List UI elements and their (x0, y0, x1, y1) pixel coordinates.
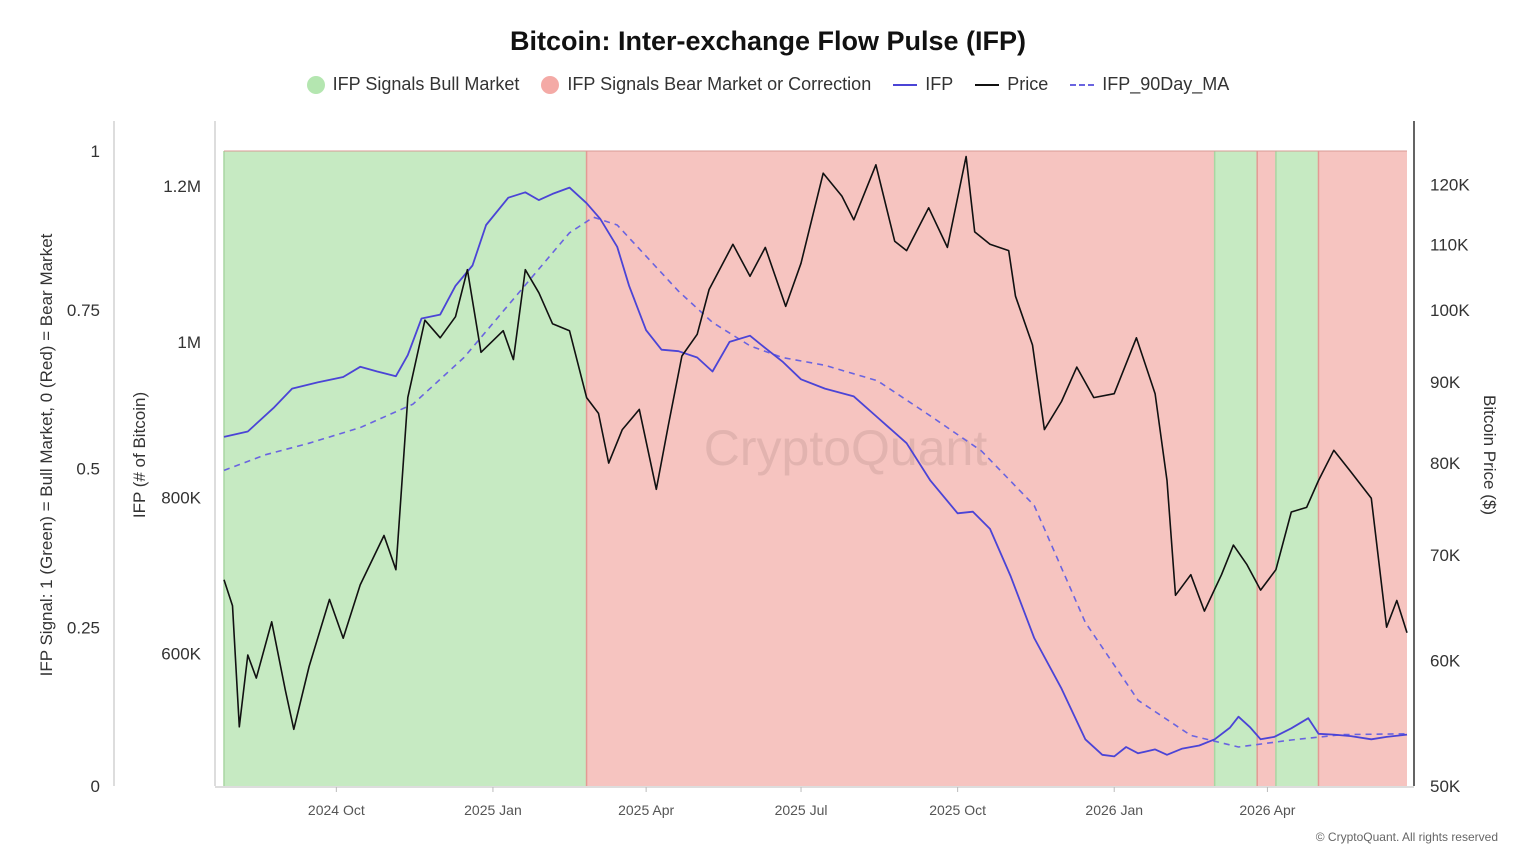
legend-item-bull[interactable]: IFP Signals Bull Market (306, 74, 520, 95)
ifp-tick-label-3: 1.2M (163, 177, 201, 196)
bear-band-5 (1318, 151, 1407, 786)
price-axis-title: Bitcoin Price ($) (1480, 395, 1499, 515)
legend-line-ifp (893, 83, 918, 86)
bull-band-4 (1275, 151, 1319, 786)
bull-band-0 (224, 151, 587, 786)
ifp-tick-label-0: 600K (161, 645, 201, 664)
x-tick-label-6: 2026 Apr (1239, 802, 1295, 818)
signal-tick-label-0: 0 (91, 777, 100, 796)
legend-line-ifp-ma (1070, 83, 1095, 86)
x-tick-label-5: 2026 Jan (1085, 802, 1143, 818)
x-tick-label-0: 2024 Oct (308, 802, 365, 818)
legend-item-price[interactable]: Price (975, 74, 1048, 95)
legend-item-ifp-ma[interactable]: IFP_90Day_MA (1070, 74, 1229, 95)
legend-dot-bull (306, 75, 325, 94)
legend-label-bull: IFP Signals Bull Market (332, 74, 520, 94)
price-tick-label-4: 90K (1430, 373, 1461, 392)
chart-title: Bitcoin: Inter-exchange Flow Pulse (IFP) (509, 26, 1027, 56)
watermark-text: CryptoQuant (704, 420, 988, 476)
legend-label-ifp-ma: IFP_90Day_MA (1102, 74, 1230, 94)
legend-dot-bear (541, 75, 560, 94)
x-tick-label-3: 2025 Jul (775, 802, 828, 818)
price-tick-label-5: 100K (1430, 301, 1470, 320)
signal-tick-label-3: 0.75 (67, 301, 100, 320)
legend-item-ifp[interactable]: IFP (893, 74, 953, 95)
legend-label-price: Price (1007, 74, 1049, 94)
series-line-ifp (223, 186, 1408, 758)
chart-legend: IFP Signals Bull Market IFP Signals Bear… (0, 74, 1536, 95)
series-line-ifp-90day-ma (223, 216, 1408, 748)
price-tick-label-0: 50K (1430, 777, 1461, 796)
ifp-axis-title: IFP (# of Bitcoin) (130, 392, 149, 518)
x-tick-label-4: 2025 Oct (929, 802, 986, 818)
legend-line-price (975, 83, 1000, 86)
price-tick-label-6: 110K (1430, 235, 1469, 254)
bull-band-2 (1214, 151, 1258, 786)
signal-bands (223, 150, 1407, 786)
signal-axis-title: IFP Signal: 1 (Green) = Bull Market, 0 (… (37, 233, 56, 676)
bear-band-3 (1257, 151, 1276, 786)
price-tick-label-2: 70K (1430, 546, 1461, 565)
ifp-tick-label-2: 1M (177, 333, 201, 352)
price-tick-label-7: 120K (1430, 176, 1470, 195)
legend-label-ifp: IFP (925, 74, 954, 94)
x-tick-label-1: 2025 Jan (464, 802, 522, 818)
signal-tick-label-1: 0.25 (67, 618, 100, 637)
legend-label-bear: IFP Signals Bear Market or Correction (567, 74, 872, 94)
price-tick-label-1: 60K (1430, 652, 1461, 671)
ifp-tick-label-1: 800K (161, 489, 201, 508)
price-tick-label-3: 80K (1430, 454, 1461, 473)
signal-tick-label-2: 0.5 (76, 460, 100, 479)
copyright-footer: © CryptoQuant. All rights reserved (1315, 830, 1498, 844)
signal-tick-label-4: 1 (91, 142, 100, 161)
legend-item-bear[interactable]: IFP Signals Bear Market or Correction (541, 74, 871, 95)
bear-band-1 (586, 151, 1215, 786)
x-tick-label-2: 2025 Apr (618, 802, 674, 818)
series-line-price (223, 155, 1408, 731)
